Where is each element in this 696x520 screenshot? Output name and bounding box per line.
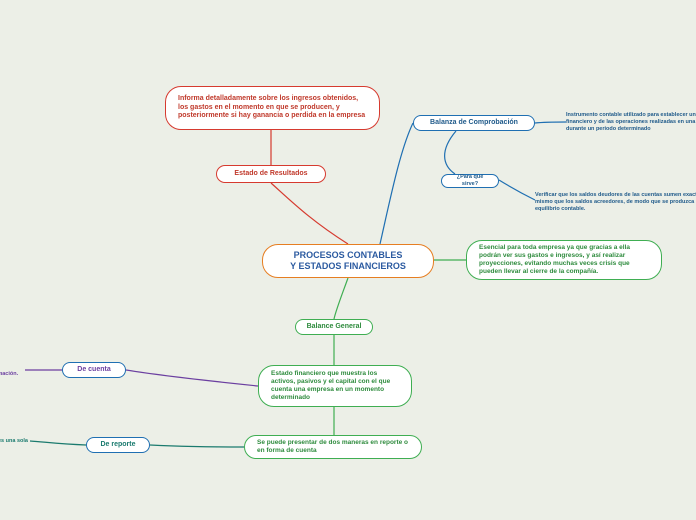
- node-frag2: es una sola: [0, 438, 38, 445]
- node-balanza-label: Balanza de Comprobación: [430, 119, 518, 128]
- node-esencial-label: Esencial para toda empresa ya que gracia…: [479, 244, 649, 277]
- node-de_cuenta-label: De cuenta: [77, 366, 110, 375]
- node-balanza[interactable]: Balanza de Comprobación: [413, 115, 535, 131]
- node-estado_financiero-label: Estado financiero que muestra los activo…: [271, 370, 399, 403]
- node-informa[interactable]: Informa detalladamente sobre los ingreso…: [165, 86, 380, 130]
- node-para_que-label: ¿Para qué sirve?: [452, 174, 488, 188]
- node-estado_resultados-label: Estado de Resultados: [234, 170, 307, 179]
- node-balance_general[interactable]: Balance General: [295, 319, 373, 335]
- node-estado_financiero[interactable]: Estado financiero que muestra los activo…: [258, 365, 412, 407]
- center-node[interactable]: PROCESOS CONTABLESY ESTADOS FINANCIEROS: [262, 244, 434, 278]
- node-verificar: Verificar que los saldos deudores de las…: [535, 192, 696, 213]
- node-se_puede[interactable]: Se puede presentar de dos maneras en rep…: [244, 435, 422, 459]
- node-informa-label: Informa detalladamente sobre los ingreso…: [178, 95, 367, 121]
- center-line1: PROCESOS CONTABLES: [294, 250, 403, 261]
- node-de_reporte[interactable]: De reporte: [86, 437, 150, 453]
- node-para_que[interactable]: ¿Para qué sirve?: [441, 174, 499, 188]
- node-esencial[interactable]: Esencial para toda empresa ya que gracia…: [466, 240, 662, 280]
- node-estado_resultados[interactable]: Estado de Resultados: [216, 165, 326, 183]
- node-se_puede-label: Se puede presentar de dos maneras en rep…: [257, 439, 409, 455]
- node-de_cuenta[interactable]: De cuenta: [62, 362, 126, 378]
- node-instrumento: Instrumento contable utilizado para esta…: [566, 112, 696, 133]
- mindmap-canvas: { "colors": { "bg": "#ecefe7", "red_stro…: [0, 0, 696, 520]
- node-frag1: dos formación.: [0, 364, 30, 378]
- center-line2: Y ESTADOS FINANCIEROS: [290, 261, 406, 272]
- node-de_reporte-label: De reporte: [100, 441, 135, 450]
- node-balance_general-label: Balance General: [307, 323, 362, 332]
